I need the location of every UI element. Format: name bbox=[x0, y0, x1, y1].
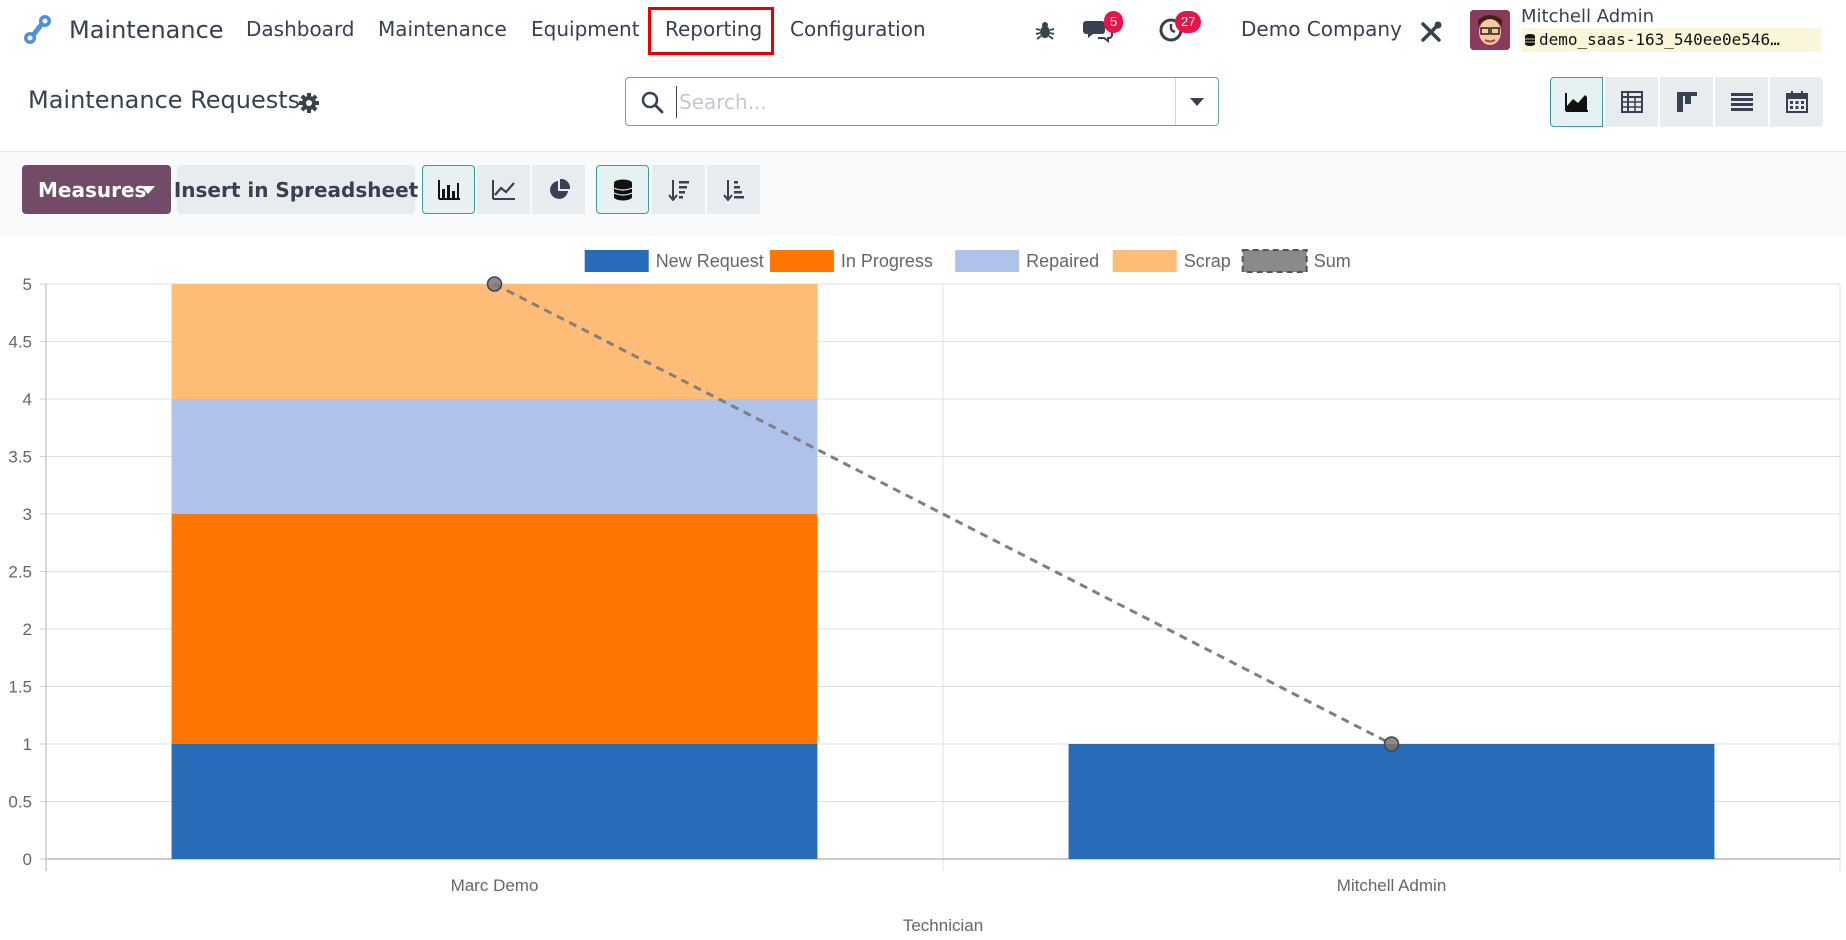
user-avatar[interactable] bbox=[1470, 10, 1510, 50]
bar-chart-button[interactable] bbox=[422, 165, 475, 214]
pie-chart-button[interactable] bbox=[532, 165, 585, 214]
y-tick-label: 1 bbox=[23, 735, 32, 754]
caret-down-icon bbox=[141, 186, 155, 194]
legend-label-new-request: New Request bbox=[656, 251, 764, 271]
search-icon bbox=[641, 91, 664, 114]
x-tick-label: Mitchell Admin bbox=[1337, 876, 1447, 895]
app-brand[interactable]: Maintenance bbox=[20, 12, 224, 48]
legend-label-scrap: Scrap bbox=[1184, 251, 1231, 271]
y-tick-label: 2.5 bbox=[8, 563, 32, 582]
database-name: demo_saas-163_540ee0e546… bbox=[1521, 28, 1821, 52]
menu-reporting[interactable]: Reporting bbox=[665, 17, 763, 41]
menu-maintenance[interactable]: Maintenance bbox=[378, 17, 507, 41]
kanban-view-icon bbox=[1676, 92, 1697, 112]
line-chart-icon bbox=[491, 179, 515, 200]
database-icon bbox=[1525, 34, 1535, 46]
calendar-view-button[interactable] bbox=[1770, 77, 1823, 127]
measures-label: Measures bbox=[38, 177, 147, 202]
y-tick-label: 1.5 bbox=[8, 678, 32, 697]
bar-in-progress bbox=[171, 514, 818, 744]
y-tick-label: 3 bbox=[23, 505, 32, 524]
graph-view-button[interactable] bbox=[1550, 77, 1603, 127]
legend-swatch-repaired bbox=[955, 250, 1020, 272]
maintenance-app-icon bbox=[24, 15, 51, 44]
stacked-button[interactable] bbox=[596, 165, 649, 214]
top-navbar: Maintenance Dashboard Maintenance Equipm… bbox=[0, 0, 1846, 60]
gear-icon[interactable] bbox=[298, 92, 320, 114]
stacked-database-icon bbox=[613, 179, 632, 200]
view-switcher bbox=[1550, 77, 1823, 127]
y-tick-label: 5 bbox=[23, 275, 32, 294]
search-options-toggle[interactable] bbox=[1175, 78, 1218, 125]
bar-new-request bbox=[1068, 744, 1715, 859]
sort-ascending-button[interactable] bbox=[707, 165, 760, 214]
legend-label-sum: Sum bbox=[1314, 251, 1351, 271]
app-name: Maintenance bbox=[69, 16, 224, 44]
menu-highlight-box bbox=[648, 7, 774, 55]
measures-button[interactable]: Measures bbox=[22, 165, 171, 214]
sort-descending-button[interactable] bbox=[652, 165, 705, 214]
line-chart-button[interactable] bbox=[477, 165, 530, 214]
company-switcher[interactable]: Demo Company bbox=[1241, 17, 1402, 41]
legend-label-repaired: Repaired bbox=[1026, 251, 1099, 271]
menu-equipment[interactable]: Equipment bbox=[531, 17, 640, 41]
sort-descending-icon bbox=[667, 179, 689, 201]
bar-new-request bbox=[171, 744, 818, 859]
legend-swatch-sum bbox=[1241, 249, 1308, 273]
debug-bug-icon[interactable] bbox=[1034, 19, 1056, 45]
chart-type-group bbox=[422, 165, 585, 214]
y-tick-label: 3.5 bbox=[8, 448, 32, 467]
y-tick-label: 4 bbox=[23, 390, 32, 409]
sum-point bbox=[486, 276, 503, 292]
sort-ascending-icon bbox=[722, 179, 744, 201]
pivot-view-button[interactable] bbox=[1605, 77, 1658, 127]
legend-label-in-progress: In Progress bbox=[841, 251, 933, 271]
y-tick-label: 4.5 bbox=[8, 333, 32, 352]
pie-chart-icon bbox=[549, 178, 570, 199]
x-tick-label: Marc Demo bbox=[451, 876, 539, 895]
menu-dashboard[interactable]: Dashboard bbox=[246, 17, 355, 41]
tools-wrench-icon[interactable] bbox=[1419, 20, 1443, 48]
database-name-text: demo_saas-163_540ee0e546… bbox=[1539, 30, 1780, 49]
x-axis-label: Technician bbox=[903, 916, 983, 935]
caret-down-icon bbox=[1190, 97, 1204, 106]
legend-swatch-new-request bbox=[584, 250, 649, 272]
search-bar bbox=[625, 77, 1219, 126]
y-tick-label: 0.5 bbox=[8, 793, 32, 812]
messages-badge: 5 bbox=[1104, 11, 1124, 33]
user-name[interactable]: Mitchell Admin bbox=[1521, 6, 1655, 27]
graph-chart: 0 0.5 1 1.5 2 2.5 3 3.5 4 4.5 5 Marc Demo Mitchell A… bbox=[0, 236, 1846, 940]
menu-configuration[interactable]: Configuration bbox=[790, 17, 926, 41]
pivot-view-icon bbox=[1620, 91, 1643, 113]
kanban-view-button[interactable] bbox=[1660, 77, 1713, 127]
y-tick-label: 2 bbox=[23, 620, 32, 639]
page-title: Maintenance Requests bbox=[28, 86, 301, 114]
search-input[interactable] bbox=[676, 86, 1146, 118]
insert-in-spreadsheet-button[interactable]: Insert in Spreadsheet bbox=[174, 165, 418, 214]
stacked-toggle-group bbox=[596, 165, 649, 214]
sort-group bbox=[652, 165, 760, 214]
activities-badge: 27 bbox=[1175, 11, 1202, 33]
bar-scrap bbox=[171, 284, 818, 399]
bar-chart-icon bbox=[437, 179, 460, 200]
list-view-icon bbox=[1730, 93, 1753, 111]
calendar-view-icon bbox=[1785, 91, 1808, 113]
stacked-bar-chart: 0 0.5 1 1.5 2 2.5 3 3.5 4 4.5 5 Marc Demo Mitchell A… bbox=[8, 249, 1841, 935]
list-view-button[interactable] bbox=[1715, 77, 1768, 127]
graph-toolbar: Measures Insert in Spreadsheet bbox=[0, 151, 1846, 236]
legend-swatch-in-progress bbox=[769, 250, 834, 272]
bar-repaired bbox=[171, 399, 818, 514]
legend-swatch-scrap bbox=[1112, 250, 1177, 272]
y-tick-label: 0 bbox=[23, 850, 32, 869]
graph-view-icon bbox=[1564, 93, 1588, 112]
sum-line bbox=[493, 282, 1393, 746]
sum-point bbox=[1383, 736, 1400, 752]
